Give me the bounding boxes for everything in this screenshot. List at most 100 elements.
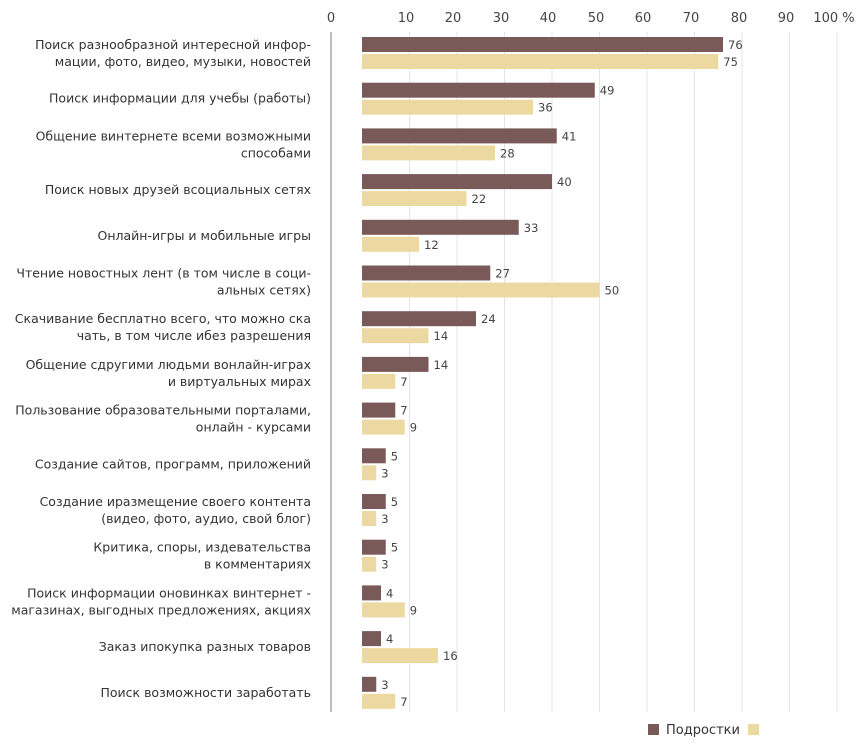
data-label: 7: [400, 404, 407, 418]
bar: [362, 82, 595, 98]
x-tick-label: 30: [493, 11, 510, 26]
x-tick-label: 20: [445, 11, 462, 26]
category-label: магазинах, выгодных предложениях, акциях: [11, 602, 311, 617]
bar: [362, 511, 377, 526]
x-tick-label: 10: [398, 11, 415, 26]
bar: [362, 236, 419, 252]
category-label: Поиск информации для учебы (работы): [49, 91, 311, 106]
data-label: 3: [381, 678, 388, 692]
data-label: 76: [728, 38, 743, 52]
category-label: Поиск разнообразной интересной инфор-: [35, 37, 311, 52]
x-tick-label: 0: [327, 11, 335, 26]
category-label: мации, фото, видео, музыки, новостей: [55, 54, 311, 69]
x-tick-label: 40: [540, 11, 557, 26]
bar: [362, 311, 476, 327]
category-label: Создание сайтов, программ, приложений: [35, 456, 311, 471]
data-label: 12: [424, 238, 439, 252]
bar: [362, 676, 377, 692]
category-label: онлайн - курсами: [196, 420, 311, 435]
bar: [362, 265, 491, 281]
data-label: 3: [381, 466, 388, 480]
data-label: 41: [562, 129, 577, 143]
category-label: Пользование образовательными порталами,: [15, 403, 311, 418]
category-label: Поиск возможности заработать: [101, 685, 312, 700]
bar: [362, 174, 552, 190]
bar: [362, 585, 381, 601]
category-label: Поиск информации оновинках винтернет -: [27, 585, 311, 600]
bar: [362, 402, 396, 418]
bar: [362, 602, 405, 618]
category-label: альных сетях): [217, 283, 311, 298]
bar: [362, 54, 719, 69]
category-label: Онлайн-игры и мобильные игры: [97, 228, 311, 243]
data-label: 14: [434, 329, 449, 343]
category-label: и виртуальных мирах: [168, 374, 311, 389]
legend-swatch: [748, 724, 759, 735]
bar: [362, 448, 386, 464]
category-label: Чтение новостных лент (в том числе в соц…: [16, 266, 311, 281]
bar: [362, 128, 557, 144]
category-label: чать, в том числе ибез разрешения: [77, 328, 311, 343]
data-label: 14: [434, 358, 449, 372]
data-label: 7: [400, 695, 407, 709]
category-label: в комментариях: [204, 557, 311, 572]
legend-label: Подростки: [666, 723, 740, 738]
data-label: 16: [443, 649, 458, 663]
bar: [362, 494, 386, 509]
bar: [362, 556, 377, 572]
bar: [362, 419, 405, 435]
category-label: Поиск новых друзей всоциальных сетях: [45, 182, 311, 197]
bar: [362, 328, 429, 344]
bar: [362, 356, 429, 372]
data-label: 9: [410, 603, 417, 617]
data-label: 4: [386, 632, 393, 646]
bar: [362, 539, 386, 555]
data-label: 40: [557, 175, 572, 189]
category-label: Общение сдругими людьми вонлайн-играх: [26, 357, 311, 372]
data-label: 4: [386, 586, 393, 600]
bar: [362, 373, 396, 389]
x-tick-label: 80: [731, 11, 748, 26]
bar: [362, 99, 533, 115]
bar: [362, 37, 723, 52]
category-label: Скачивание бесплатно всего, что можно ск…: [15, 311, 311, 326]
data-label: 3: [381, 558, 388, 572]
category-label: Общение винтернете всеми возможными: [36, 128, 311, 143]
bar: [362, 145, 495, 161]
x-tick-label: 60: [635, 11, 652, 26]
data-label: 5: [391, 495, 398, 509]
bar: [362, 191, 467, 207]
category-label: Критика, споры, издевательства: [93, 540, 311, 555]
data-label: 27: [495, 267, 510, 281]
data-label: 9: [410, 421, 417, 435]
bar: [362, 282, 600, 298]
data-label: 5: [391, 541, 398, 555]
data-label: 50: [605, 284, 620, 298]
category-label: (видео, фото, аудио, свой блог): [101, 511, 311, 526]
data-label: 22: [472, 192, 487, 206]
bar: [362, 648, 438, 664]
data-label: 49: [600, 84, 615, 98]
data-label: 75: [723, 55, 738, 69]
bar: [362, 631, 381, 647]
bar: [362, 465, 377, 481]
bar: [362, 219, 519, 235]
category-label: способами: [241, 145, 311, 160]
data-label: 28: [500, 146, 515, 160]
category-label: Создание иразмещение своего контента: [40, 494, 311, 509]
data-label: 3: [381, 512, 388, 526]
data-label: 5: [391, 449, 398, 463]
data-label: 36: [538, 101, 553, 115]
x-tick-label: 100 %: [813, 11, 854, 26]
bar: [362, 693, 396, 709]
legend-swatch: [648, 724, 659, 735]
x-tick-label: 90: [778, 11, 795, 26]
data-label: 24: [481, 312, 496, 326]
data-label: 7: [400, 375, 407, 389]
x-tick-label: 50: [588, 11, 605, 26]
data-label: 33: [524, 221, 539, 235]
x-tick-label: 70: [683, 11, 700, 26]
category-label: Заказ ипокупка разных товаров: [99, 639, 311, 654]
